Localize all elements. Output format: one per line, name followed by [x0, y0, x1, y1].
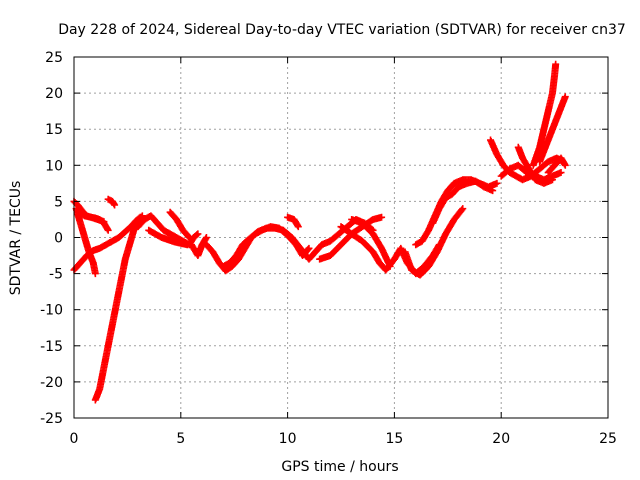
data-point: [194, 230, 202, 238]
data-point: [91, 270, 99, 278]
series-trace-22: [514, 143, 556, 187]
x-tick-label: 15: [385, 431, 403, 447]
data-point: [552, 60, 560, 68]
data-point: [202, 234, 210, 241]
series-trace-17: [401, 205, 467, 279]
data-point: [557, 169, 565, 177]
data-point: [104, 226, 112, 234]
data-point: [458, 206, 466, 214]
x-tick-labels: 0 5 10 15 20 25: [70, 431, 617, 447]
y-tick-label: 20: [45, 86, 63, 102]
data-point: [100, 218, 108, 226]
y-tick-label: -5: [49, 267, 63, 283]
series-trace-16: [348, 215, 394, 270]
series-trace-5: [104, 195, 119, 209]
data-point: [489, 187, 497, 195]
data-point: [459, 205, 467, 213]
series-trace-6: [91, 212, 146, 404]
y-tick-label: 15: [45, 122, 63, 138]
y-tick-label: 5: [54, 194, 63, 210]
data-point: [305, 244, 313, 252]
grid: [74, 57, 608, 418]
data-point: [294, 223, 302, 231]
x-tick-label: 10: [279, 431, 297, 447]
axis-ticks: [73, 56, 609, 419]
data-point: [561, 93, 569, 101]
series-trace-3: [72, 205, 99, 278]
series-trace-25: [544, 154, 569, 177]
series-trace-7: [134, 212, 202, 249]
data-point: [548, 176, 556, 184]
series-trace-13: [284, 213, 302, 231]
series-trace-23: [529, 60, 560, 169]
data-point: [304, 245, 312, 253]
data-point: [378, 213, 386, 221]
data-point: [184, 232, 192, 240]
y-tick-label: -25: [40, 411, 63, 427]
data-points: [70, 60, 569, 404]
y-tick-label: -20: [40, 375, 63, 391]
series-trace-24: [536, 93, 569, 166]
x-tick-label: 0: [70, 431, 79, 447]
y-tick-label: 10: [45, 158, 63, 174]
series-trace-10: [187, 234, 210, 260]
series-trace-4: [74, 208, 108, 226]
data-point: [386, 262, 394, 270]
y-tick-label: 0: [54, 231, 63, 247]
x-tick-label: 20: [492, 431, 510, 447]
data-point: [561, 161, 569, 169]
x-tick-label: 25: [599, 431, 617, 447]
series-trace-8: [145, 226, 191, 249]
y-tick-label: -15: [40, 339, 63, 355]
y-axis-label: SDTVAR / TECUs: [8, 181, 24, 296]
chart-title: Day 228 of 2024, Sidereal Day-to-day VTE…: [58, 22, 626, 38]
series-trace-19: [429, 177, 497, 227]
data-point: [193, 231, 201, 239]
x-tick-label: 5: [176, 431, 185, 447]
data-point: [493, 179, 501, 187]
y-tick-labels: -25 -20 -15 -10 -5 0 5 10 15 20 25: [40, 50, 63, 427]
series-trace-12: [220, 223, 313, 270]
y-tick-label: -10: [40, 303, 63, 319]
series-trace-9: [166, 208, 193, 241]
data-point: [185, 234, 193, 241]
data-point: [111, 201, 119, 209]
x-axis-label: GPS time / hours: [281, 459, 398, 475]
y-tick-label: 25: [45, 50, 63, 66]
